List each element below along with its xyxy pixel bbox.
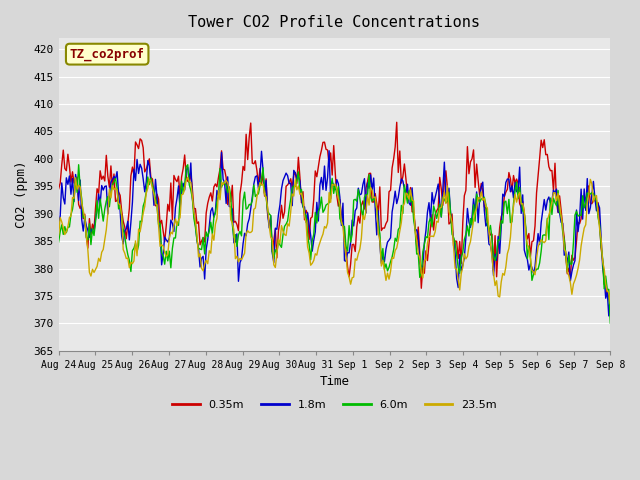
23.5m (248, 228, 256, 234)
6.0m (55, 239, 63, 245)
Y-axis label: CO2 (ppm): CO2 (ppm) (15, 161, 28, 228)
23.5m (239, 253, 247, 259)
Title: Tower CO2 Profile Concentrations: Tower CO2 Profile Concentrations (189, 15, 481, 30)
6.0m (75, 162, 83, 168)
23.5m (577, 243, 585, 249)
1.8m (605, 313, 612, 319)
6.0m (248, 198, 256, 204)
6.0m (577, 213, 585, 218)
Line: 0.35m: 0.35m (59, 122, 611, 309)
1.8m (220, 176, 227, 182)
Text: TZ_co2prof: TZ_co2prof (70, 48, 145, 61)
6.0m (221, 180, 228, 186)
0.35m (577, 216, 585, 222)
1.8m (607, 291, 614, 297)
6.0m (607, 320, 614, 326)
23.5m (55, 232, 63, 238)
0.35m (55, 186, 63, 192)
0.35m (607, 306, 614, 312)
23.5m (221, 179, 228, 185)
1.8m (296, 178, 304, 184)
23.5m (298, 191, 305, 196)
0.35m (122, 236, 130, 241)
23.5m (122, 256, 130, 262)
1.8m (122, 226, 130, 231)
6.0m (298, 187, 305, 192)
0.35m (393, 120, 401, 125)
1.8m (237, 256, 245, 262)
1.8m (247, 206, 255, 212)
Line: 6.0m: 6.0m (59, 165, 611, 323)
X-axis label: Time: Time (319, 375, 349, 388)
6.0m (124, 252, 132, 258)
1.8m (55, 219, 63, 225)
Legend: 0.35m, 1.8m, 6.0m, 23.5m: 0.35m, 1.8m, 6.0m, 23.5m (168, 395, 501, 414)
23.5m (184, 174, 191, 180)
0.35m (296, 174, 304, 180)
0.35m (237, 180, 245, 186)
0.35m (247, 120, 255, 126)
6.0m (239, 198, 247, 204)
1.8m (577, 186, 585, 192)
Line: 1.8m: 1.8m (59, 151, 611, 316)
1.8m (325, 148, 333, 154)
Line: 23.5m: 23.5m (59, 177, 611, 303)
23.5m (607, 300, 614, 306)
0.35m (220, 166, 227, 172)
